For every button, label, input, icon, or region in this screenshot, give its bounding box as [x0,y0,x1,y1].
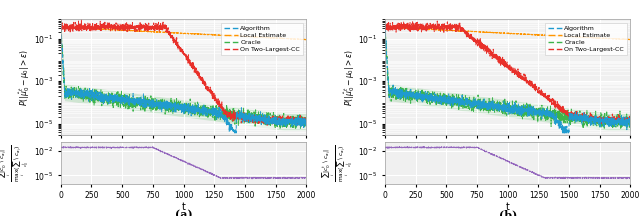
Y-axis label: $\frac{\sum_i|c_0^t \setminus c_{a_i}|}{\max_i(\sum_{c_0^t} \setminus c_{a_i})}$: $\frac{\sum_i|c_0^t \setminus c_{a_i}|}{… [321,144,355,182]
Y-axis label: $\frac{\sum_i|c_0^t \setminus c_{a_i}|}{\max_i(\sum_{c_0^t} \setminus c_{a_i})}$: $\frac{\sum_i|c_0^t \setminus c_{a_i}|}{… [0,144,31,182]
Y-axis label: $P(|\hat{\mu}_0^t - \mu_0| > \varepsilon)$: $P(|\hat{\mu}_0^t - \mu_0| > \varepsilon… [17,49,33,106]
Legend: Algorithm, Local Estimate, Oracle, On Two-Largest-CC: Algorithm, Local Estimate, Oracle, On Tw… [545,22,627,55]
Text: (b): (b) [499,209,516,216]
Text: (a): (a) [175,209,193,216]
X-axis label: t: t [182,202,186,212]
X-axis label: t: t [506,202,509,212]
Legend: Algorithm, Local Estimate, Oracle, On Two-Largest-CC: Algorithm, Local Estimate, Oracle, On Tw… [221,22,303,55]
Y-axis label: $P(|\hat{\mu}_0^t - \mu_0| > \varepsilon)$: $P(|\hat{\mu}_0^t - \mu_0| > \varepsilon… [342,49,356,106]
